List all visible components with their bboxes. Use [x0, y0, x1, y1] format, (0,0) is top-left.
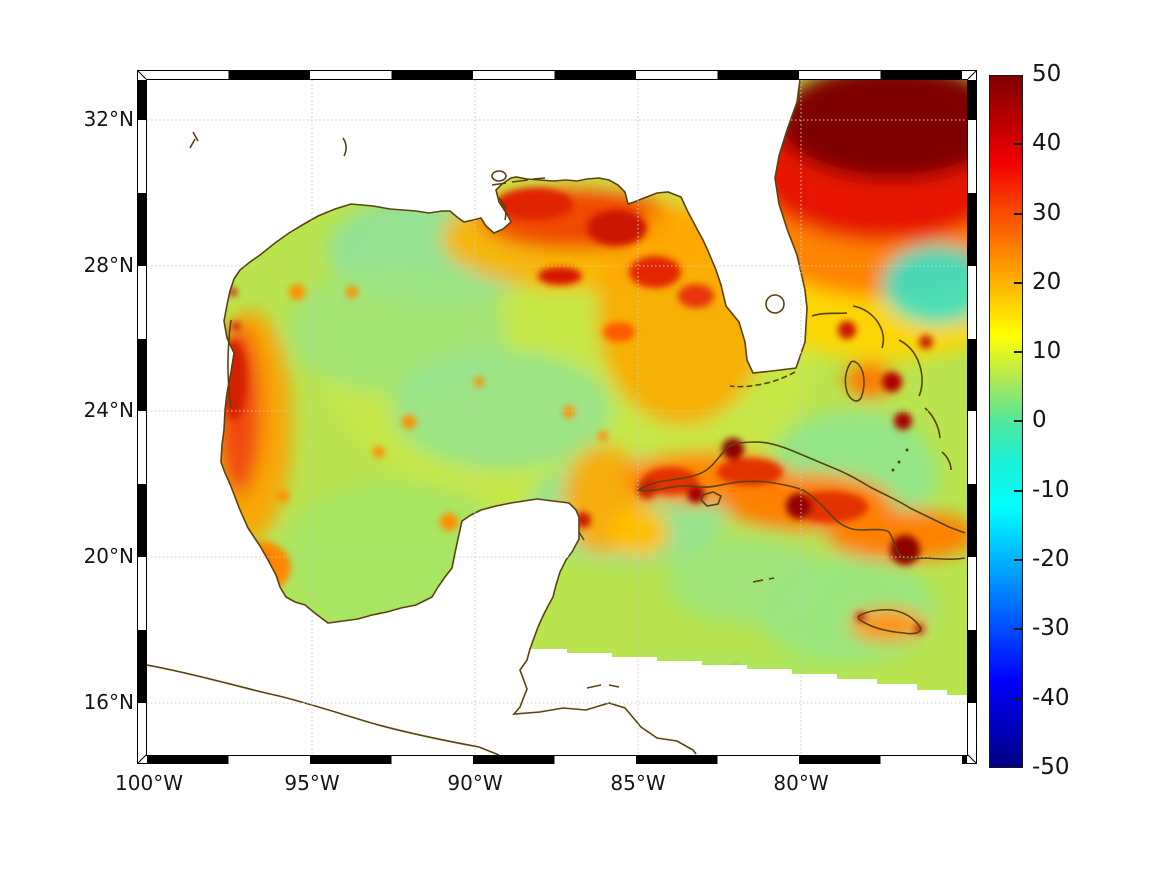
- colorbar-tick: [1014, 490, 1022, 492]
- x-tick-label-90w: 90°W: [447, 771, 503, 795]
- small-islands: [491, 177, 775, 689]
- colorbar-label-40: 40: [1032, 130, 1062, 156]
- colorbar-tick: [1014, 628, 1022, 630]
- colorbar-label-m20: -20: [1032, 546, 1070, 572]
- colorbar-label-0: 0: [1032, 407, 1047, 433]
- mainland-coastline: [220, 80, 808, 755]
- map-frame-bottom: [147, 756, 967, 764]
- colorbar-label-m50: -50: [1032, 754, 1070, 780]
- x-tick-label-85w: 85°W: [610, 771, 666, 795]
- florida-keys-coastline: [729, 371, 796, 388]
- colorbar-label-m30: -30: [1032, 615, 1070, 641]
- pacific-coastline: [147, 664, 500, 755]
- cuba-coastline: [637, 441, 966, 560]
- lake-okeechobee: [765, 294, 785, 314]
- colorbar-label-m10: -10: [1032, 477, 1070, 503]
- colorbar-tick: [1014, 420, 1022, 422]
- isla-juventud-coastline: [700, 491, 723, 507]
- colorbar-tick: [1014, 698, 1022, 700]
- map-frame-top: [147, 71, 967, 79]
- y-tick-label-24n: 24°N: [83, 398, 134, 422]
- map-frame-left: [138, 80, 146, 755]
- x-tick-label-80w: 80°W: [773, 771, 829, 795]
- graticule: [147, 80, 967, 755]
- colorbar-tick: [1014, 143, 1022, 145]
- lake-pontchartrain: [491, 170, 507, 182]
- colorbar-label-50: 50: [1032, 61, 1062, 87]
- heatmap-field: [221, 80, 967, 695]
- coastlines: [147, 80, 966, 755]
- colorbar-label-20: 20: [1032, 269, 1062, 295]
- y-tick-label-16n: 16°N: [83, 690, 134, 714]
- x-tick-label-95w: 95°W: [284, 771, 340, 795]
- y-tick-label-20n: 20°N: [83, 544, 134, 568]
- colorbar-tick: [1014, 213, 1022, 215]
- map-frame-right: [968, 80, 976, 755]
- jamaica-coastline: [857, 608, 922, 635]
- colorbar-label-m40: -40: [1032, 685, 1070, 711]
- inland-details: [189, 131, 347, 409]
- colorbar-label-30: 30: [1032, 200, 1062, 226]
- map-canvas: [147, 80, 967, 755]
- colorbar-tick: [1014, 559, 1022, 561]
- x-tick-label-100w: 100°W: [115, 771, 183, 795]
- colorbar-tick: [1014, 282, 1022, 284]
- bahamas-coastline: [811, 305, 952, 471]
- y-tick-label-32n: 32°N: [83, 107, 134, 131]
- y-tick-label-28n: 28°N: [83, 253, 134, 277]
- colorbar-label-10: 10: [1032, 338, 1062, 364]
- colorbar-tick: [1014, 351, 1022, 353]
